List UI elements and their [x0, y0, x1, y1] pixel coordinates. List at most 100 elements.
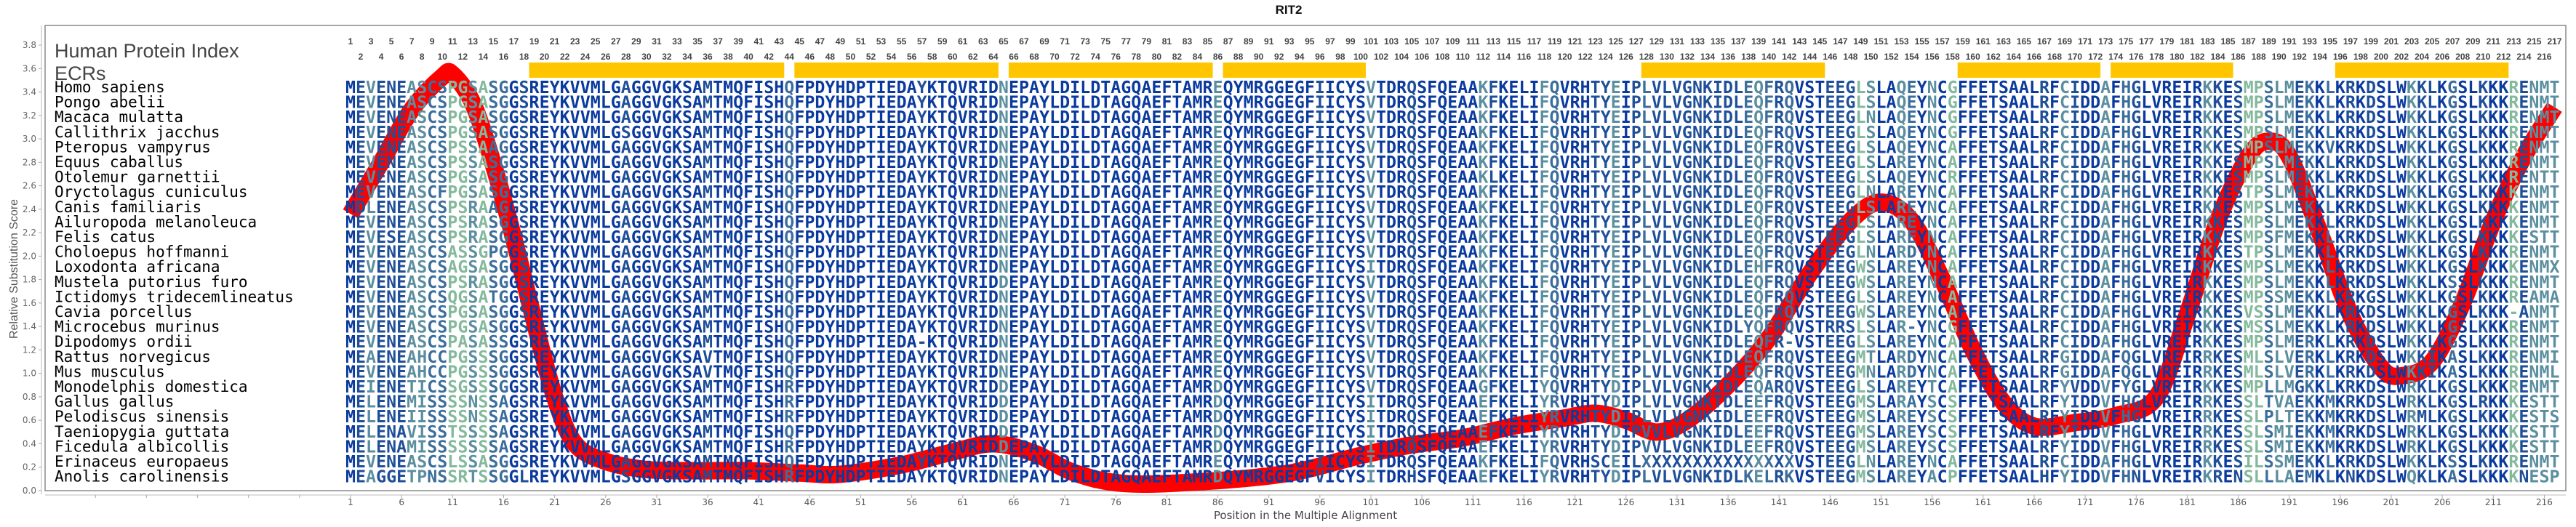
residue: L	[601, 93, 611, 113]
y-tick-label: 3.6	[23, 63, 36, 73]
index-number: 27	[611, 36, 621, 47]
index-number: 178	[2149, 52, 2164, 62]
x-tick-label: 161	[1975, 497, 1991, 507]
index-number: 33	[672, 36, 682, 47]
residue: Q	[1223, 93, 1233, 113]
residue: C	[427, 93, 437, 113]
residue: S	[764, 78, 774, 97]
index-number: 51	[856, 36, 866, 47]
x-tick-label: 1	[348, 497, 353, 507]
index-number: 50	[846, 52, 856, 62]
residue: Q	[1784, 78, 1794, 97]
index-number: 65	[999, 36, 1009, 47]
index-number: 73	[1080, 36, 1090, 47]
residue: Q	[1407, 78, 1417, 97]
index-number: 211	[2487, 36, 2501, 47]
residue: K	[1498, 78, 1508, 97]
index-number: 156	[1925, 52, 1940, 62]
residue: D	[897, 93, 907, 113]
index-number: 34	[682, 52, 692, 62]
species-name: Callithrix jacchus	[55, 124, 220, 141]
residue: I	[1621, 78, 1631, 97]
residue: A	[1887, 78, 1897, 97]
residue: E	[1825, 78, 1835, 97]
index-number: 48	[825, 52, 836, 62]
residue: K	[2478, 78, 2488, 97]
index-number: 183	[2200, 36, 2215, 47]
residue: Q	[1131, 93, 1141, 113]
x-tick-label: 91	[1263, 497, 1274, 507]
residue: S	[488, 78, 498, 97]
residue: R	[968, 93, 979, 113]
index-number: 64	[988, 52, 999, 62]
residue: Q	[948, 93, 958, 113]
index-number: 139	[1751, 36, 1766, 47]
y-tick-label: 0.2	[23, 462, 36, 472]
species-name: Microcebus murinus	[55, 318, 220, 336]
residue: Y	[825, 78, 835, 97]
index-number: 190	[2272, 52, 2287, 62]
residue: V	[580, 78, 591, 97]
residue: F	[794, 93, 804, 113]
residue: G	[1295, 78, 1305, 97]
index-number: 164	[2007, 52, 2021, 62]
index-number: 175	[2119, 36, 2133, 47]
residue: V	[1652, 78, 1662, 97]
residue: S	[488, 93, 498, 113]
index-number: 6	[399, 52, 404, 62]
index-number: 109	[1445, 36, 1460, 47]
residue: G	[1274, 78, 1284, 97]
residue: S	[437, 93, 447, 113]
index-number: 61	[958, 36, 968, 47]
residue: A	[1029, 93, 1039, 113]
ecrs-label: ECRs	[55, 63, 106, 84]
residue: Q	[1131, 78, 1141, 97]
y-tick-label: 3.0	[23, 134, 36, 144]
index-number: 62	[968, 52, 978, 62]
residue: G	[1121, 93, 1131, 113]
residue: K	[2315, 78, 2325, 97]
residue: K	[2498, 78, 2508, 97]
residue: G	[508, 93, 519, 113]
index-number: 188	[2252, 52, 2266, 62]
residue: D	[2080, 78, 2090, 97]
residue: I	[876, 93, 887, 113]
index-number: 8	[420, 52, 425, 62]
species-name: Anolis carolinensis	[55, 468, 229, 486]
residue: S	[682, 78, 692, 97]
residue: L	[2325, 78, 2335, 97]
residue: N	[386, 93, 396, 113]
residue: K	[2212, 78, 2223, 97]
residue: L	[2141, 78, 2151, 97]
residue: I	[1529, 78, 1539, 97]
residue: S	[1356, 78, 1366, 97]
x-tick-label: 141	[1771, 497, 1788, 507]
residue: Y	[1233, 93, 1244, 113]
index-number: 121	[1568, 36, 1583, 47]
plot-frame	[44, 25, 2567, 491]
residue: N	[386, 78, 396, 97]
index-number: 39	[733, 36, 743, 47]
index-number: 55	[897, 36, 907, 47]
y-tick-label: 3.2	[23, 110, 36, 121]
residue: M	[1244, 93, 1254, 113]
index-number: 212	[2496, 52, 2511, 62]
index-number: 2	[359, 52, 364, 62]
index-number: 102	[1374, 52, 1388, 62]
index-number: 205	[2425, 36, 2439, 47]
x-tick-label: 101	[1363, 497, 1380, 507]
residue: F	[1427, 78, 1437, 97]
index-number: 170	[2068, 52, 2082, 62]
x-tick-label: 51	[855, 497, 866, 507]
index-number: 1	[348, 36, 353, 47]
residue: D	[1386, 78, 1396, 97]
residue: E	[1009, 93, 1019, 113]
index-number: 187	[2241, 36, 2256, 47]
x-tick-label: 201	[2383, 497, 2400, 507]
residue: Y	[825, 93, 835, 113]
residue: G	[662, 78, 672, 97]
index-number: 77	[1121, 36, 1132, 47]
residue: G	[631, 93, 641, 113]
index-number: 144	[1802, 52, 1817, 62]
residue: G	[611, 93, 621, 113]
